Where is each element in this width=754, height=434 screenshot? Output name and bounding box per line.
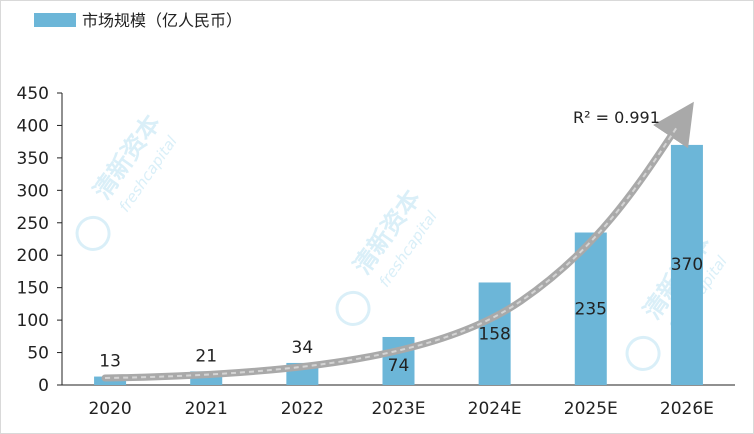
data-labels: 13 21 34 74 158 235 370: [99, 255, 703, 376]
watermark-logo: [625, 335, 661, 371]
bar: [670, 144, 703, 385]
y-tick-label: 0: [38, 376, 49, 396]
y-axis-ticks: 0 50 100 150 200 250 300 350 400 450: [17, 84, 62, 396]
legend: 市场规模（亿人民币）: [34, 11, 242, 30]
x-tick-label: 2020: [88, 399, 131, 419]
x-tick-label: 2026E: [660, 399, 714, 419]
bars: [94, 144, 703, 385]
y-tick-label: 200: [17, 246, 49, 266]
y-tick-label: 250: [17, 214, 49, 234]
y-tick-label: 350: [17, 149, 49, 169]
y-tick-label: 50: [27, 344, 49, 364]
data-label: 34: [292, 338, 314, 358]
x-tick-label: 2023E: [371, 399, 425, 419]
trend-arrow-highlight: [104, 126, 678, 379]
data-label: 13: [99, 352, 121, 372]
watermark-logo: [335, 290, 371, 326]
trend-arrow: [101, 101, 694, 382]
bar: [574, 232, 607, 385]
x-tick-label: 2024E: [468, 399, 522, 419]
watermark-logo: [75, 215, 111, 251]
data-label: 235: [575, 300, 607, 320]
legend-swatch: [34, 13, 76, 27]
x-tick-label: 2021: [185, 399, 228, 419]
data-label: 74: [388, 356, 410, 376]
x-axis-ticks: 2020 2021 2022 2023E 2024E 2025E 2026E: [88, 399, 713, 419]
data-label: 370: [671, 255, 703, 275]
x-tick-label: 2025E: [564, 399, 618, 419]
y-tick-label: 450: [17, 84, 49, 104]
data-label: 21: [195, 346, 217, 366]
y-tick-label: 100: [17, 311, 49, 331]
bar: [478, 282, 511, 385]
y-tick-label: 300: [17, 181, 49, 201]
y-tick-label: 400: [17, 116, 49, 136]
data-label: 158: [478, 324, 510, 344]
legend-label: 市场规模（亿人民币）: [82, 11, 242, 30]
x-tick-label: 2022: [281, 399, 324, 419]
r-squared-annotation: R² = 0.991: [573, 108, 660, 127]
y-tick-label: 150: [17, 279, 49, 299]
